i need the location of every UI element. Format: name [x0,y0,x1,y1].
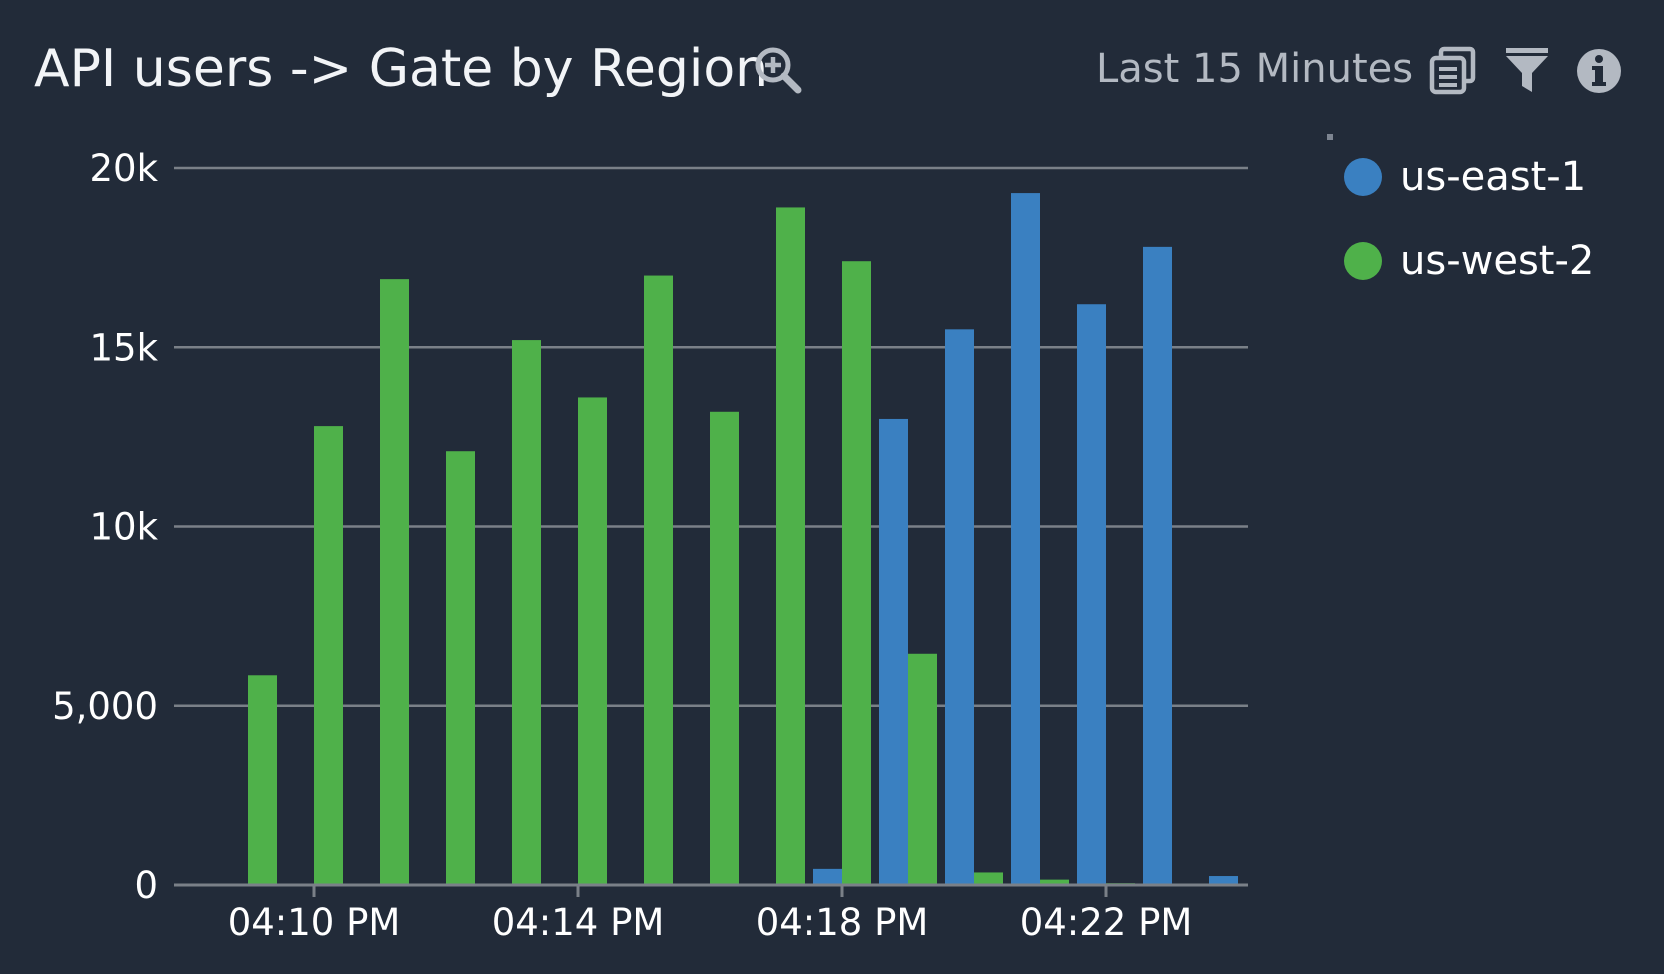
y-tick-label: 10k [89,506,158,549]
x-tick-labels: 04:10 PM 04:14 PM 04:18 PM 04:22 PM [228,901,1193,944]
bar-us-west-2 [644,275,673,885]
y-tick-label: 5,000 [52,685,158,728]
bar-us-west-2 [908,653,937,885]
bars [248,193,1238,886]
y-tick-label: 15k [89,326,158,369]
legend-dot-us-west-2 [1344,242,1382,280]
legend-label: us-west-2 [1400,238,1595,284]
x-axis [174,883,1248,897]
bar-us-east-1 [879,418,908,885]
copy-icon[interactable] [1428,46,1478,96]
x-tick-label: 04:22 PM [1020,901,1193,944]
bar-us-west-2 [776,207,805,885]
legend-label: us-east-1 [1400,154,1587,200]
x-tick-label: 04:10 PM [228,901,401,944]
bar-us-east-1 [1077,304,1106,886]
bar-us-east-1 [1143,246,1172,885]
bar-us-west-2 [446,451,475,885]
bar-us-west-2 [1040,879,1069,885]
bar-us-east-1 [1209,876,1238,885]
bar-us-west-2 [380,279,409,885]
x-tick-label: 04:14 PM [492,901,665,944]
panel-title: API users -> Gate by Region [34,39,769,99]
bar-us-west-2 [842,261,871,886]
filter-icon[interactable] [1502,46,1552,96]
bar-us-west-2 [974,872,1003,885]
panel-header: API users -> Gate by Region Last 15 Minu… [0,0,1664,130]
bar-us-west-2 [710,411,739,885]
bar-us-west-2 [314,426,343,885]
bar-us-west-2 [512,340,541,886]
time-range-button[interactable]: Last 15 Minutes [1096,46,1414,92]
bar-us-west-2 [248,675,277,885]
legend-scroll-marker [1327,134,1333,140]
y-tick-labels: 0 5,000 10k 15k 20k [52,147,159,907]
x-tick-label: 04:18 PM [756,901,929,944]
bar-us-east-1 [1011,193,1040,886]
zoom-in-icon[interactable] [752,44,804,96]
bar-us-east-1 [813,868,842,885]
legend-dot-us-east-1 [1344,158,1382,196]
bar-us-east-1 [945,329,974,885]
y-tick-label: 20k [89,147,158,190]
y-tick-label: 0 [134,864,158,907]
info-icon[interactable] [1574,46,1624,96]
bar-us-west-2 [578,397,607,885]
